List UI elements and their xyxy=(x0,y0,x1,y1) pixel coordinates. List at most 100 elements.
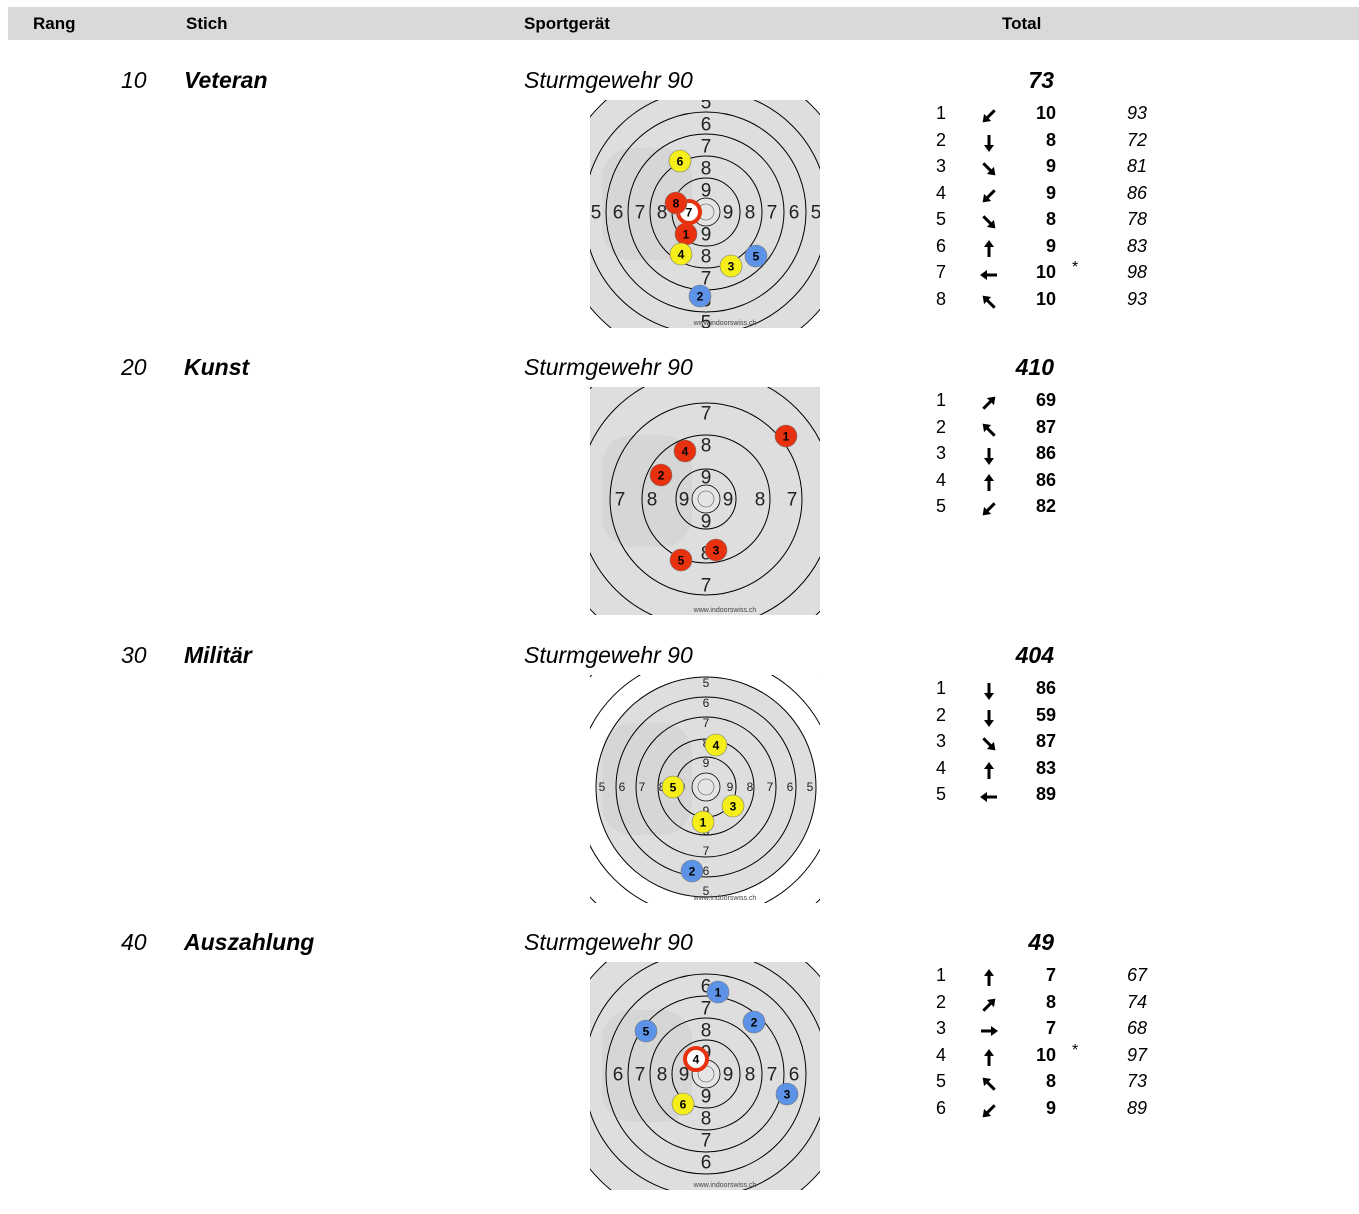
shot-decimal: 83 xyxy=(1126,235,1147,256)
direction-icon xyxy=(978,761,1000,781)
ring-label: 6 xyxy=(613,1065,624,1086)
blue-shot-marker[interactable]: 5 xyxy=(744,244,768,268)
ring-label: 5 xyxy=(703,884,710,898)
yellow-shot-marker[interactable]: 3 xyxy=(719,254,743,278)
total-score: 410 xyxy=(1015,354,1054,380)
shot-index: 4 xyxy=(936,757,947,778)
red-shot-marker[interactable]: 3 xyxy=(704,538,728,562)
yellow-shot-marker[interactable]: 4 xyxy=(669,242,693,266)
column-header-total[interactable]: Total xyxy=(1002,14,1042,33)
stich-name[interactable]: Kunst xyxy=(184,354,250,380)
yellow-shot-marker[interactable]: 5 xyxy=(661,775,685,799)
direction-icon xyxy=(978,473,1000,493)
yellow-shot-marker[interactable]: 6 xyxy=(671,1092,695,1116)
yellow-shot-marker[interactable]: 6 xyxy=(668,149,692,173)
direction-icon xyxy=(978,1074,1000,1094)
target-footer: www.indoorswiss.ch xyxy=(693,320,757,327)
blue-shot-marker[interactable]: 2 xyxy=(680,859,704,883)
up-arrow xyxy=(984,239,994,257)
up-left-arrow xyxy=(982,1077,996,1091)
shot-index: 7 xyxy=(936,262,947,282)
shot-decimal: 78 xyxy=(1126,209,1147,229)
shot-row: 4 10 * 97 xyxy=(930,1042,1190,1071)
shot-number: 5 xyxy=(753,250,760,264)
shot-row: 4 86 xyxy=(930,470,1190,496)
shot-value: 8 xyxy=(1045,1071,1056,1091)
stich-name[interactable]: Militär xyxy=(184,642,252,668)
blue-shot-marker[interactable]: 5 xyxy=(634,1019,658,1043)
ring-shot-marker[interactable]: 4 xyxy=(683,1046,709,1072)
ring-label: 6 xyxy=(703,696,710,710)
ring-label: 7 xyxy=(701,576,712,597)
column-header-sportgeraet[interactable]: Sportgerät xyxy=(524,14,610,33)
target-image[interactable]: 99998888777766665555www.indoorswiss.ch12… xyxy=(590,100,820,328)
red-shot-marker[interactable]: 1 xyxy=(774,424,798,448)
shot-index: 3 xyxy=(936,731,947,751)
ring-label: 8 xyxy=(657,203,668,224)
direction-icon xyxy=(978,995,1000,1015)
red-shot-marker[interactable]: 2 xyxy=(649,463,673,487)
up-right-arrow xyxy=(982,998,996,1012)
ring-label: 5 xyxy=(701,313,712,328)
shot-value: 10 xyxy=(1035,103,1056,123)
ring-label: 8 xyxy=(657,1065,668,1086)
ring-label: 7 xyxy=(701,404,712,425)
shot-number: 6 xyxy=(677,155,684,169)
red-shot-marker[interactable]: 8 xyxy=(664,191,688,215)
shot-number: 1 xyxy=(715,986,722,1000)
ring-label: 8 xyxy=(701,436,712,457)
shot-decimal: 74 xyxy=(1126,991,1147,1012)
shot-row: 3 7 68 xyxy=(930,1018,1190,1044)
stich-name[interactable]: Veteran xyxy=(184,67,268,93)
ring-label: 6 xyxy=(619,780,626,794)
target-footer: www.indoorswiss.ch xyxy=(693,895,757,902)
blue-shot-marker[interactable]: 3 xyxy=(775,1082,799,1106)
shot-number: 3 xyxy=(713,544,720,558)
yellow-shot-marker[interactable]: 4 xyxy=(704,733,728,757)
shot-value: 59 xyxy=(1035,704,1056,725)
column-header-rang[interactable]: Rang xyxy=(33,14,76,33)
shot-row: 2 8 72 xyxy=(930,130,1190,156)
blue-shot-marker[interactable]: 2 xyxy=(742,1010,766,1034)
stich-number: 10 xyxy=(121,67,147,93)
shot-row: 6 9 83 xyxy=(930,236,1190,262)
shot-index: 1 xyxy=(936,103,947,123)
blue-shot-marker[interactable]: 2 xyxy=(688,284,712,308)
red-shot-marker[interactable]: 1 xyxy=(674,222,698,246)
shot-number: 3 xyxy=(728,260,735,274)
shot-number: 3 xyxy=(730,800,737,814)
shot-number: 1 xyxy=(700,816,707,830)
yellow-shot-marker[interactable]: 3 xyxy=(721,794,745,818)
shot-value: 9 xyxy=(1045,182,1056,203)
down-right-arrow xyxy=(982,215,996,229)
blue-shot-marker[interactable]: 1 xyxy=(706,980,730,1004)
ring-label: 7 xyxy=(767,203,778,224)
shot-index: 5 xyxy=(936,209,947,229)
shot-number: 8 xyxy=(673,197,680,211)
ring-label: 6 xyxy=(789,1065,800,1086)
red-shot-marker[interactable]: 4 xyxy=(673,439,697,463)
target-image[interactable]: 99998888777766665555www.indoorswiss.ch12… xyxy=(590,675,820,903)
target-footer: www.indoorswiss.ch xyxy=(693,607,757,614)
ring-label: 7 xyxy=(767,1065,778,1086)
target-ring xyxy=(605,111,807,313)
ring-label: 9 xyxy=(701,225,712,246)
total-score: 49 xyxy=(1028,929,1054,955)
red-shot-marker[interactable]: 5 xyxy=(669,548,693,572)
shot-row: 1 69 xyxy=(930,390,1190,416)
direction-icon xyxy=(978,734,1000,754)
direction-icon xyxy=(978,393,1000,413)
device-name: Sturmgewehr 90 xyxy=(524,929,693,955)
shot-value: 83 xyxy=(1035,757,1056,778)
stich-name[interactable]: Auszahlung xyxy=(184,929,315,955)
shot-value: 8 xyxy=(1045,209,1056,229)
column-header-stich[interactable]: Stich xyxy=(186,14,228,33)
down-arrow xyxy=(984,134,994,152)
shot-value: 69 xyxy=(1035,390,1056,410)
yellow-shot-marker[interactable]: 1 xyxy=(691,810,715,834)
shot-row: 5 89 xyxy=(930,784,1190,810)
